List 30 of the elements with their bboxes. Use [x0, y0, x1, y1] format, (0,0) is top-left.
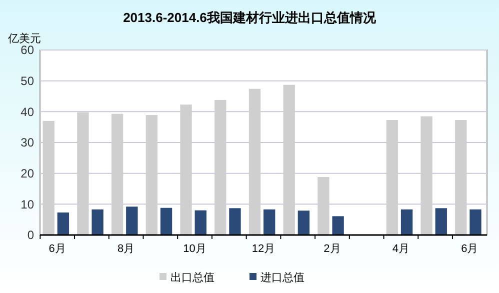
y-tick-label: 40	[20, 104, 34, 119]
y-tick-label: 0	[27, 228, 34, 242]
chart-title: 2013.6-2014.6我国建材行业进出口总值情况	[123, 10, 377, 25]
bar	[194, 210, 206, 235]
x-tick-label: 2月	[324, 243, 341, 255]
bar	[229, 208, 241, 235]
bar	[126, 206, 138, 235]
y-tick-label: 10	[20, 197, 34, 212]
bar	[332, 216, 344, 235]
x-tick-label: 6月	[48, 243, 66, 255]
bar	[57, 212, 70, 235]
bar	[400, 209, 413, 235]
x-tick-label: 4月	[392, 243, 410, 255]
x-tick-label: 12月	[252, 243, 276, 255]
x-tick-label: 10月	[183, 243, 206, 255]
legend-label: 出口总值	[170, 271, 214, 284]
x-tick-label: 6月	[461, 243, 478, 255]
bar	[470, 209, 482, 235]
y-tick-label: 20	[20, 166, 34, 181]
bar	[92, 209, 104, 235]
bar	[435, 208, 447, 235]
y-axis-title: 亿美元	[7, 32, 41, 45]
bar	[264, 209, 276, 235]
bar	[160, 208, 172, 235]
x-tick-label: 8月	[118, 243, 135, 255]
y-tick-label: 50	[20, 74, 34, 88]
y-tick-label: 30	[20, 136, 34, 150]
legend-label: 进口总值	[260, 271, 304, 284]
bar	[298, 210, 310, 235]
y-tick-label: 60	[20, 43, 34, 58]
